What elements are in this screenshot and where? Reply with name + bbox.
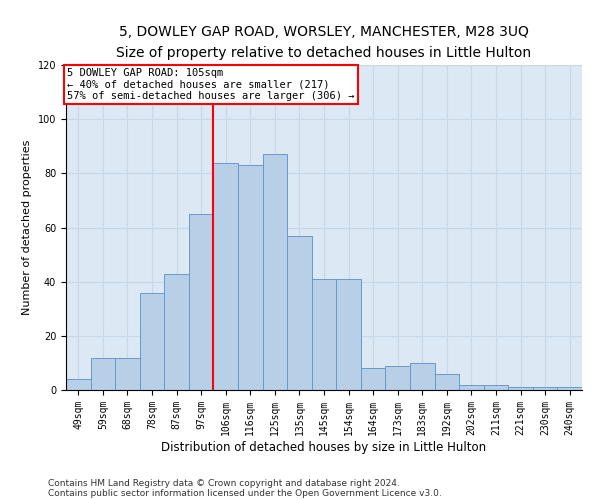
Text: 5 DOWLEY GAP ROAD: 105sqm
← 40% of detached houses are smaller (217)
57% of semi: 5 DOWLEY GAP ROAD: 105sqm ← 40% of detac… [67,68,355,101]
Bar [140,292,164,390]
Bar [459,384,484,390]
Bar [533,388,557,390]
Bar [115,358,140,390]
Bar [434,374,459,390]
Bar [312,279,336,390]
Title: 5, DOWLEY GAP ROAD, WORSLEY, MANCHESTER, M28 3UQ
Size of property relative to de: 5, DOWLEY GAP ROAD, WORSLEY, MANCHESTER,… [116,25,532,59]
Y-axis label: Number of detached properties: Number of detached properties [22,140,32,315]
Bar [557,388,582,390]
Bar [508,388,533,390]
Text: Contains HM Land Registry data © Crown copyright and database right 2024.: Contains HM Land Registry data © Crown c… [48,478,400,488]
Bar [164,274,189,390]
Bar [410,363,434,390]
Bar [484,384,508,390]
X-axis label: Distribution of detached houses by size in Little Hulton: Distribution of detached houses by size … [161,440,487,454]
Bar [66,379,91,390]
Bar [336,279,361,390]
Text: Contains public sector information licensed under the Open Government Licence v3: Contains public sector information licen… [48,488,442,498]
Bar [189,214,214,390]
Bar [91,358,115,390]
Bar [214,162,238,390]
Bar [361,368,385,390]
Bar [287,236,312,390]
Bar [263,154,287,390]
Bar [385,366,410,390]
Bar [238,165,263,390]
